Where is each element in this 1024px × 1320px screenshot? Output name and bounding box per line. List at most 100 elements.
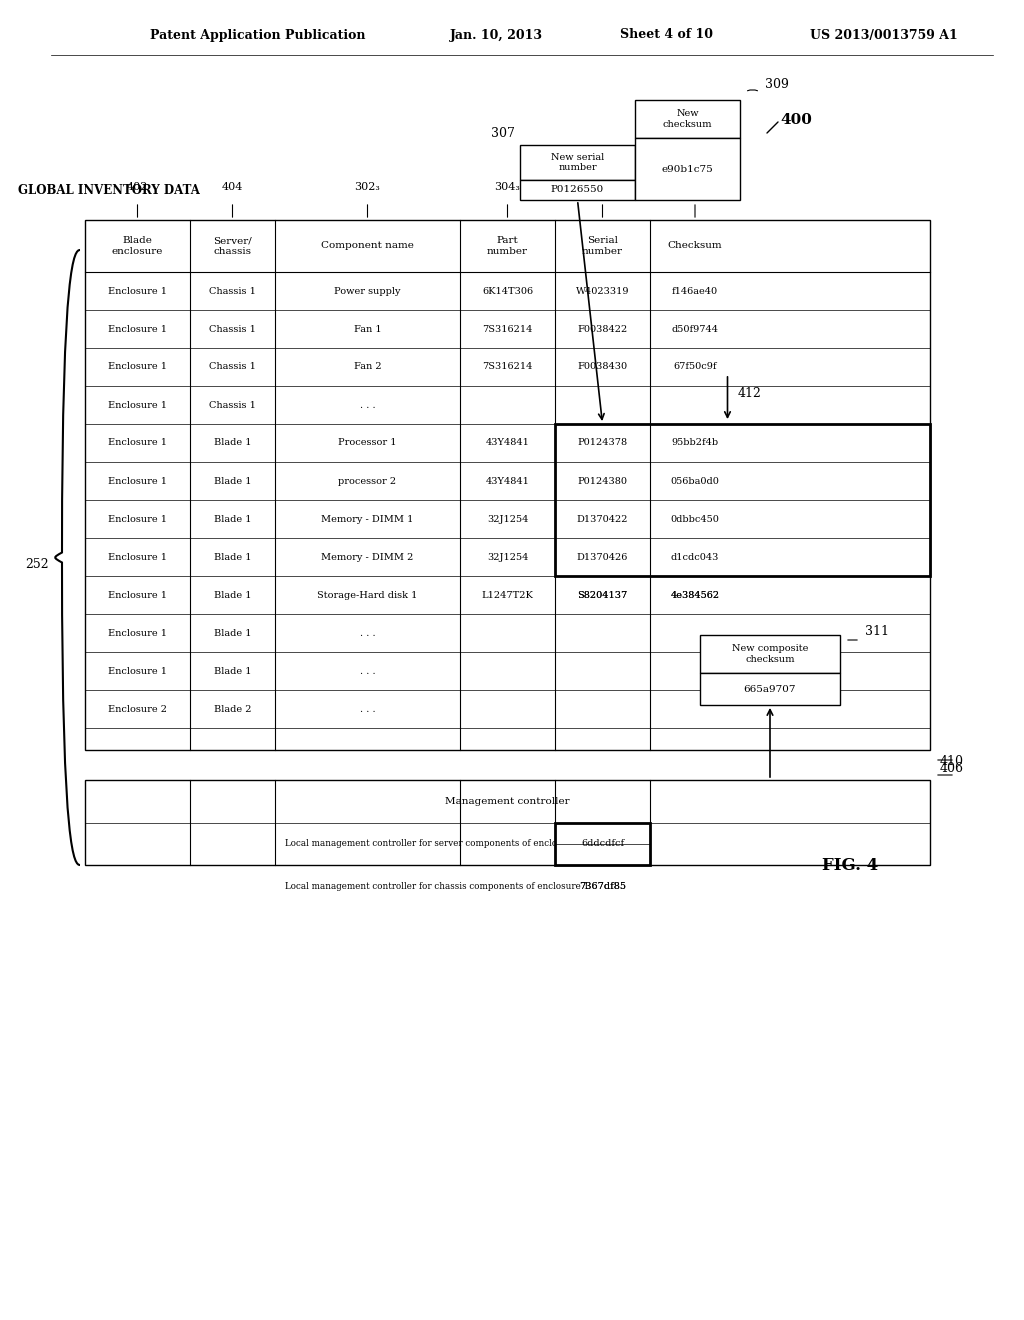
Text: Enclosure 1: Enclosure 1 xyxy=(108,477,167,486)
Text: 6K14T306: 6K14T306 xyxy=(482,286,534,296)
Text: D1370422: D1370422 xyxy=(577,515,629,524)
Text: 7367df85: 7367df85 xyxy=(579,882,626,891)
Text: . . .: . . . xyxy=(359,705,376,714)
Text: d1cdc043: d1cdc043 xyxy=(671,553,719,561)
Text: 95bb2f4b: 95bb2f4b xyxy=(672,438,719,447)
Text: Fan 1: Fan 1 xyxy=(353,325,381,334)
Text: Enclosure 1: Enclosure 1 xyxy=(108,628,167,638)
Text: 306₃: 306₃ xyxy=(590,182,615,191)
Text: D1370422: D1370422 xyxy=(577,515,629,524)
Text: Local management controller for chassis components of enclosure 1: Local management controller for chassis … xyxy=(285,882,589,891)
Text: Patent Application Publication: Patent Application Publication xyxy=(150,29,366,41)
Text: 32J1254: 32J1254 xyxy=(486,553,528,561)
Text: processor 2: processor 2 xyxy=(339,477,396,486)
Text: 43Y4841: 43Y4841 xyxy=(485,438,529,447)
Text: Checksum: Checksum xyxy=(668,242,722,251)
Text: Sheet 4 of 10: Sheet 4 of 10 xyxy=(620,29,713,41)
Text: 4e384562: 4e384562 xyxy=(671,590,720,599)
Text: Storage-Hard disk 1: Storage-Hard disk 1 xyxy=(317,590,418,599)
Text: Blade
enclosure: Blade enclosure xyxy=(112,236,163,256)
Text: New
checksum: New checksum xyxy=(663,110,713,129)
Bar xyxy=(85,780,930,865)
Text: GLOBAL INVENTORY DATA: GLOBAL INVENTORY DATA xyxy=(18,183,200,197)
Text: Jan. 10, 2013: Jan. 10, 2013 xyxy=(450,29,543,41)
Text: Enclosure 1: Enclosure 1 xyxy=(108,553,167,561)
Text: P0124378: P0124378 xyxy=(578,438,628,447)
Text: Blade 2: Blade 2 xyxy=(214,705,251,714)
Text: P0124380: P0124380 xyxy=(578,477,628,486)
Bar xyxy=(520,145,635,180)
Text: FIG. 4: FIG. 4 xyxy=(822,857,879,874)
Text: 665a9707: 665a9707 xyxy=(743,685,797,693)
Text: . . .: . . . xyxy=(359,667,376,676)
Text: Power supply: Power supply xyxy=(334,286,400,296)
Text: S8204137: S8204137 xyxy=(578,590,628,599)
Text: Chassis 1: Chassis 1 xyxy=(209,363,256,371)
Text: 0dbbc450: 0dbbc450 xyxy=(671,515,720,524)
Text: 304₃: 304₃ xyxy=(495,182,520,191)
Text: Blade 1: Blade 1 xyxy=(214,553,251,561)
Text: New composite
checksum: New composite checksum xyxy=(732,644,808,664)
Text: 7S316214: 7S316214 xyxy=(482,325,532,334)
Text: Component name: Component name xyxy=(322,242,414,251)
Text: 308₃: 308₃ xyxy=(682,182,708,191)
Text: Enclosure 1: Enclosure 1 xyxy=(108,286,167,296)
Text: 95bb2f4b: 95bb2f4b xyxy=(672,438,719,447)
Text: Enclosure 1: Enclosure 1 xyxy=(108,363,167,371)
Text: W4023319: W4023319 xyxy=(575,286,630,296)
Text: 400: 400 xyxy=(780,114,812,127)
Text: . . .: . . . xyxy=(359,400,376,409)
Text: D1370426: D1370426 xyxy=(577,553,628,561)
Text: P0124378: P0124378 xyxy=(578,438,628,447)
Text: P0126550: P0126550 xyxy=(551,186,604,194)
Text: Blade 1: Blade 1 xyxy=(214,667,251,676)
Text: Processor 1: Processor 1 xyxy=(338,438,396,447)
Text: Blade 1: Blade 1 xyxy=(214,590,251,599)
Text: D1370426: D1370426 xyxy=(577,553,628,561)
Text: 410: 410 xyxy=(940,755,964,768)
Text: 309: 309 xyxy=(765,78,788,91)
Text: Serial
number: Serial number xyxy=(582,236,623,256)
Text: L1247T2K: L1247T2K xyxy=(481,590,534,599)
Text: Management controller: Management controller xyxy=(445,797,569,805)
Bar xyxy=(700,673,840,705)
Text: d1cdc043: d1cdc043 xyxy=(671,553,719,561)
Text: f146ae40: f146ae40 xyxy=(672,286,718,296)
Text: P0124380: P0124380 xyxy=(578,477,628,486)
Bar xyxy=(85,220,930,750)
Bar xyxy=(555,822,650,865)
Text: Local management controller for server components of enclosure 1: Local management controller for server c… xyxy=(285,840,585,849)
Bar xyxy=(635,139,740,201)
Text: Fan 2: Fan 2 xyxy=(353,363,381,371)
Text: . . .: . . . xyxy=(359,628,376,638)
Bar xyxy=(700,635,840,673)
Text: New serial
number: New serial number xyxy=(551,153,604,172)
Text: 056ba0d0: 056ba0d0 xyxy=(671,477,720,486)
Text: 404: 404 xyxy=(222,182,243,191)
Text: 6ddcdfcf: 6ddcdfcf xyxy=(581,840,624,849)
Text: 302₃: 302₃ xyxy=(354,182,381,191)
Text: Chassis 1: Chassis 1 xyxy=(209,400,256,409)
Text: Enclosure 1: Enclosure 1 xyxy=(108,667,167,676)
Text: Enclosure 2: Enclosure 2 xyxy=(108,705,167,714)
Text: 307: 307 xyxy=(492,127,515,140)
Bar xyxy=(520,180,635,201)
Text: 311: 311 xyxy=(865,624,889,638)
Text: Memory - DIMM 2: Memory - DIMM 2 xyxy=(322,553,414,561)
Text: 402: 402 xyxy=(127,182,148,191)
Text: Blade 1: Blade 1 xyxy=(214,477,251,486)
Text: 056ba0d0: 056ba0d0 xyxy=(671,477,720,486)
Text: F0038430: F0038430 xyxy=(578,363,628,371)
Text: e90b1c75: e90b1c75 xyxy=(662,165,714,173)
Text: F0038422: F0038422 xyxy=(578,325,628,334)
Text: 252: 252 xyxy=(25,558,48,572)
Text: Server/
chassis: Server/ chassis xyxy=(213,236,252,256)
Text: Enclosure 1: Enclosure 1 xyxy=(108,515,167,524)
Text: US 2013/0013759 A1: US 2013/0013759 A1 xyxy=(810,29,957,41)
Text: Memory - DIMM 1: Memory - DIMM 1 xyxy=(322,515,414,524)
Text: Enclosure 1: Enclosure 1 xyxy=(108,590,167,599)
Text: Blade 1: Blade 1 xyxy=(214,438,251,447)
Text: S8204137: S8204137 xyxy=(578,590,628,599)
Text: Blade 1: Blade 1 xyxy=(214,628,251,638)
Text: Enclosure 1: Enclosure 1 xyxy=(108,325,167,334)
